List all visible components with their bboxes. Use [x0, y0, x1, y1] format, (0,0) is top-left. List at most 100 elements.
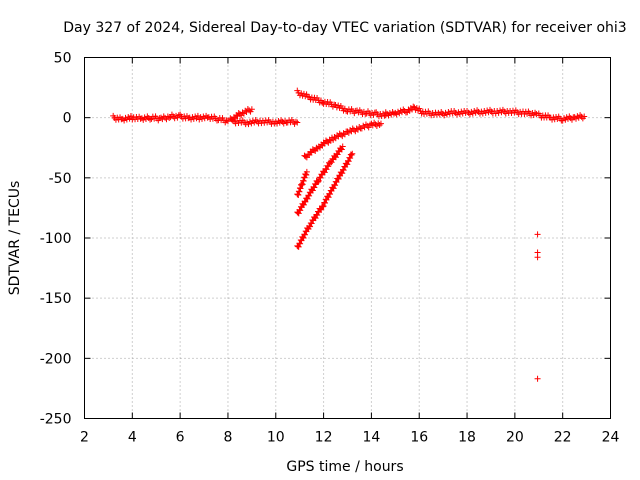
x-tick-label: 2	[80, 430, 89, 446]
x-tick-label: 14	[362, 430, 380, 446]
data-point	[164, 113, 171, 120]
data-point	[175, 112, 182, 119]
data-point	[298, 182, 305, 189]
data-point	[166, 115, 173, 122]
data-point	[573, 115, 580, 122]
data-point	[140, 116, 147, 123]
data-point	[339, 143, 346, 150]
data-point	[306, 192, 313, 199]
data-point	[142, 115, 149, 122]
data-point	[245, 121, 252, 128]
data-point	[300, 178, 307, 185]
x-tick-label: 18	[458, 430, 476, 446]
data-point	[319, 99, 326, 106]
data-point	[325, 194, 332, 201]
data-point	[309, 187, 316, 194]
data-point	[300, 201, 307, 208]
y-tick-label: -50	[49, 171, 72, 187]
data-point	[393, 111, 400, 118]
data-point	[338, 146, 345, 153]
data-point	[304, 195, 311, 202]
data-point	[469, 110, 476, 117]
data-point	[349, 150, 356, 157]
x-tick-label: 22	[554, 430, 572, 446]
data-point	[559, 117, 566, 124]
data-point	[333, 179, 340, 186]
data-point	[223, 117, 230, 124]
data-point	[562, 116, 569, 123]
data-point	[436, 111, 443, 118]
data-point	[377, 120, 384, 127]
data-point	[295, 243, 302, 250]
data-point	[147, 116, 154, 123]
data-point	[396, 110, 403, 117]
data-point	[345, 158, 352, 165]
y-tick-label: -200	[40, 351, 72, 367]
data-point	[564, 115, 571, 122]
y-tick-label: 50	[54, 51, 72, 67]
data-point	[303, 171, 310, 178]
data-point	[339, 170, 346, 177]
x-axis-label: GPS time / hours	[286, 459, 403, 475]
data-point	[314, 212, 321, 219]
data-point	[280, 120, 287, 127]
data-point	[248, 120, 255, 127]
data-point	[295, 192, 302, 199]
data-point	[321, 169, 328, 176]
data-point	[365, 124, 372, 131]
data-point	[335, 175, 342, 182]
data-point	[327, 191, 334, 198]
data-point	[345, 129, 352, 136]
data-point	[410, 103, 417, 110]
x-tick-label: 6	[176, 430, 185, 446]
data-point	[534, 375, 541, 382]
x-tick-label: 20	[506, 430, 524, 446]
data-point	[296, 188, 303, 195]
data-point	[320, 203, 327, 210]
data-point	[466, 111, 473, 118]
data-point	[388, 111, 395, 118]
data-point	[295, 210, 302, 217]
y-tick-label: -100	[40, 231, 72, 247]
data-point	[390, 110, 397, 117]
data-point	[532, 109, 539, 116]
data-point	[307, 223, 314, 230]
data-point	[163, 116, 170, 123]
data-point	[575, 114, 582, 121]
x-tick-label: 8	[223, 430, 232, 446]
data-point	[121, 117, 128, 124]
x-tick-label: 10	[267, 430, 285, 446]
data-point	[441, 112, 448, 119]
data-point	[304, 93, 311, 100]
data-point	[340, 167, 347, 174]
data-point	[325, 163, 332, 170]
data-point	[302, 198, 309, 205]
data-point	[123, 116, 130, 123]
data-point	[443, 111, 450, 118]
data-point	[385, 112, 392, 119]
data-point	[330, 185, 337, 192]
data-point	[251, 119, 258, 126]
data-point	[344, 161, 351, 168]
data-point	[224, 118, 231, 125]
data-point	[297, 185, 304, 192]
data-point	[376, 122, 383, 129]
data-point	[373, 122, 380, 129]
data-point	[581, 113, 588, 120]
data-point	[347, 151, 354, 158]
data-point	[568, 116, 575, 123]
data-point	[318, 206, 325, 213]
data-point	[364, 122, 371, 129]
data-point	[248, 106, 255, 113]
x-tick-label: 12	[315, 430, 333, 446]
data-point	[311, 184, 318, 191]
data-point	[369, 122, 376, 129]
data-point	[534, 254, 541, 261]
data-point	[319, 203, 326, 210]
data-point	[127, 113, 134, 120]
data-point	[348, 152, 355, 159]
data-point	[322, 199, 329, 206]
data-point	[472, 109, 479, 116]
